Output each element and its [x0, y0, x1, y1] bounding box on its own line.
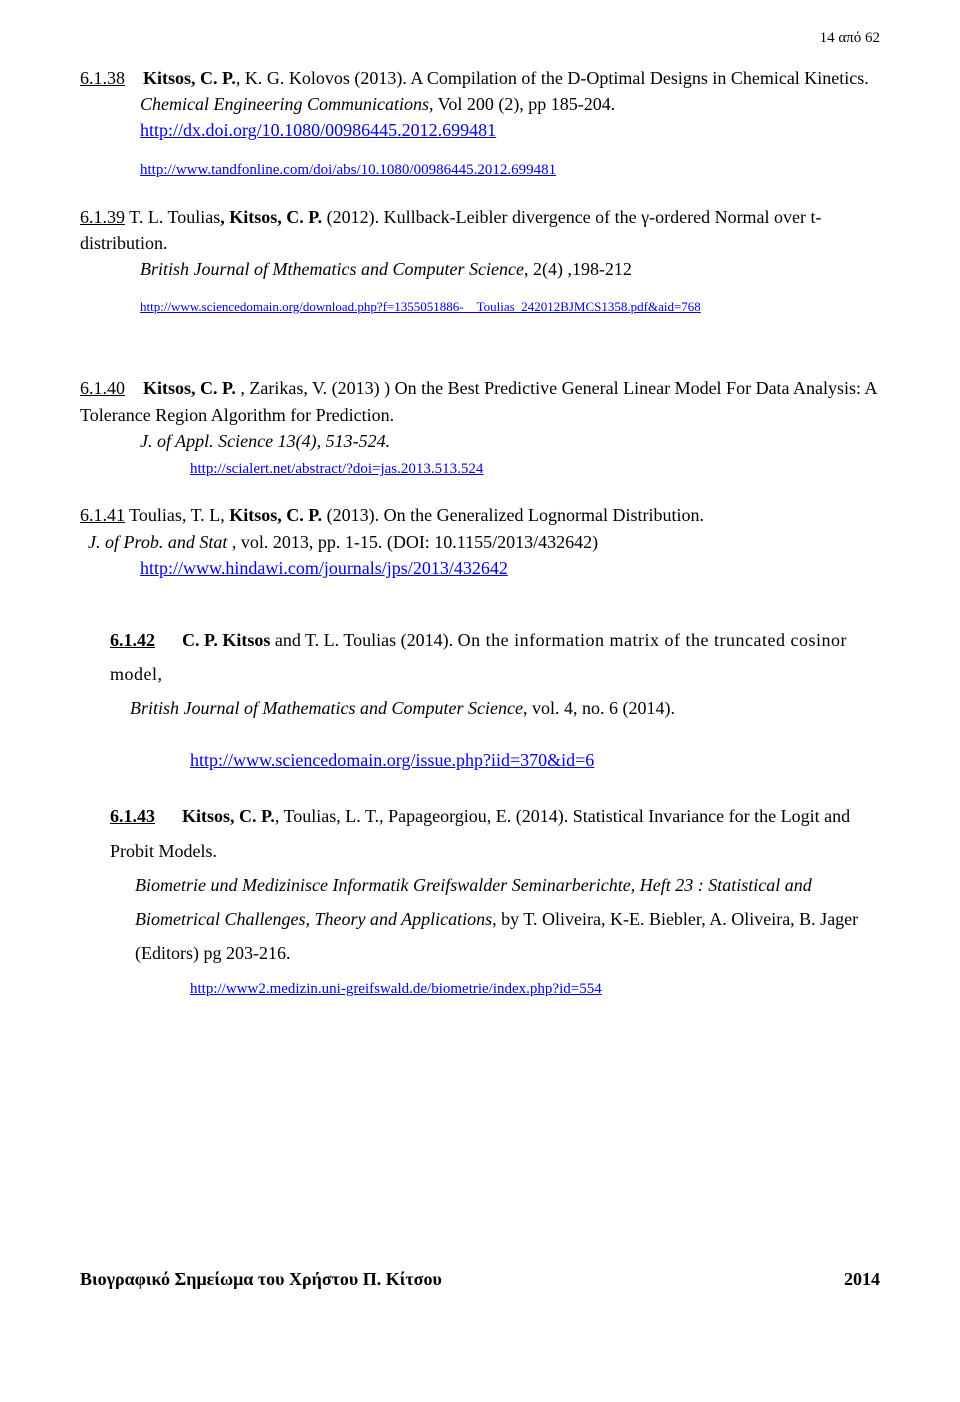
entry-details: , vol. 2013, pp. 1-15. (DOI: 10.1155/201… — [227, 532, 598, 552]
entry-authors-bold: C. P. Kitsos — [182, 630, 270, 650]
reference-entry: 6.1.38 Kitsos, C. P., K. G. Kolovos (201… — [80, 65, 880, 182]
entry-journal: British Journal of Mthematics and Comput… — [140, 259, 524, 279]
reference-entry: 6.1.39 T. L. Toulias, Kitsos, C. P. (201… — [80, 204, 880, 318]
entry-journal: British Journal of Mathematics and Compu… — [130, 698, 523, 718]
entry-authors-bold: Kitsos, C. P. — [143, 378, 236, 398]
url-link[interactable]: http://scialert.net/abstract/?doi=jas.20… — [190, 461, 483, 477]
entry-journal: J. of Prob. and Stat — [88, 532, 227, 552]
entry-authors: and T. L. Toulias (2014). — [270, 630, 457, 650]
entry-details: , vol. 4, no. 6 (2014). — [523, 698, 675, 718]
entry-authors: T. L. Toulias — [125, 207, 220, 227]
url-link[interactable]: http://www.sciencedomain.org/issue.php?i… — [190, 750, 594, 770]
url-link[interactable]: http://www.tandfonline.com/doi/abs/10.10… — [140, 162, 556, 178]
entry-number: 6.1.42 — [110, 630, 155, 650]
footer-year: 2014 — [844, 1269, 880, 1290]
entry-journal: Chemical Engineering Communications, — [140, 94, 433, 114]
page-footer: Βιογραφικό Σημείωμα του Χρήστου Π. Κίτσο… — [80, 1269, 880, 1290]
entry-journal: J. of Appl. Science 13(4), 513-524. — [140, 431, 390, 451]
document-page: 14 από 62 6.1.38 Kitsos, C. P., K. G. Ko… — [0, 0, 960, 1320]
entry-details: , 2(4) ,198-212 — [524, 259, 632, 279]
entry-authors-bold: , Kitsos, C. P. — [220, 207, 322, 227]
reference-entry: 6.1.40 Kitsos, C. P. , Zarikas, V. (2013… — [80, 375, 880, 480]
reference-entry: 6.1.42 C. P. Kitsos and T. L. Toulias (2… — [80, 623, 880, 778]
entry-authors: , K. G. Kolovos (2013). A Compilation of… — [236, 68, 869, 88]
entry-authors: Toulias, T. L, — [125, 505, 229, 525]
entry-number: 6.1.43 — [110, 806, 155, 826]
entry-number: 6.1.38 — [80, 68, 125, 88]
entry-number: 6.1.39 — [80, 207, 125, 227]
entry-number: 6.1.40 — [80, 378, 125, 398]
entry-authors-bold: Kitsos, C. P. — [229, 505, 322, 525]
reference-entry: 6.1.43 Kitsos, C. P., Toulias, L. T., Pa… — [80, 799, 880, 1004]
entry-number: 6.1.41 — [80, 505, 125, 525]
url-link[interactable]: http://www.sciencedomain.org/download.ph… — [140, 299, 701, 314]
url-link[interactable]: http://www.hindawi.com/journals/jps/2013… — [140, 558, 508, 578]
doi-link[interactable]: http://dx.doi.org/10.1080/00986445.2012.… — [140, 120, 496, 140]
entry-details: Vol 200 (2), pp 185-204. — [433, 94, 615, 114]
entry-authors-bold: Kitsos, C. P. — [182, 806, 275, 826]
entry-rest: (2013). On the Generalized Lognormal Dis… — [322, 505, 704, 525]
footer-title: Βιογραφικό Σημείωμα του Χρήστου Π. Κίτσο… — [80, 1269, 442, 1289]
reference-entry: 6.1.41 Toulias, T. L, Kitsos, C. P. (201… — [80, 502, 880, 580]
url-link[interactable]: http://www2.medizin.uni-greifswald.de/bi… — [190, 981, 602, 997]
page-number: 14 από 62 — [80, 30, 880, 47]
entry-authors-bold: Kitsos, C. P. — [143, 68, 236, 88]
